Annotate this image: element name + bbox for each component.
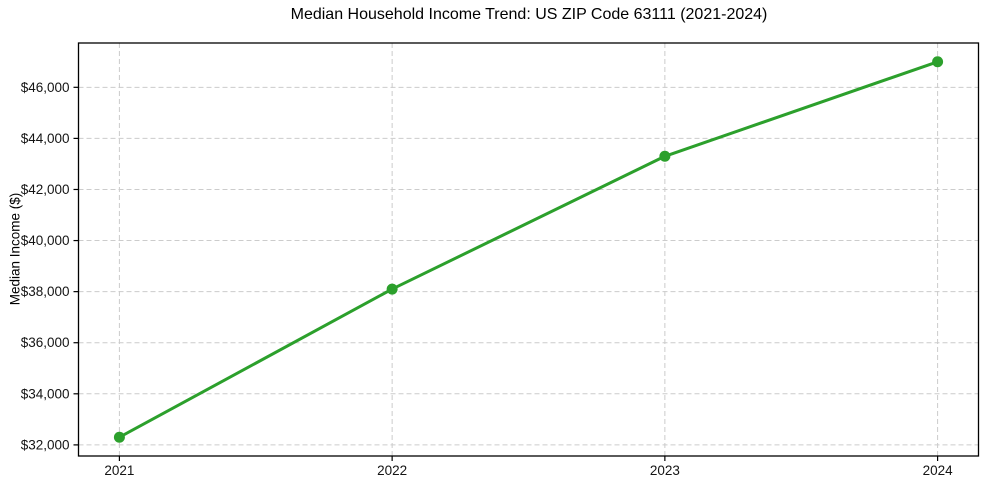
data-point-2021 [113,431,125,443]
y-tick-label: $42,000 [21,182,70,197]
data-point-2023 [659,150,671,162]
trend-line [117,60,940,439]
x-tick-label: 2023 [650,463,680,478]
data-point-2022 [386,283,398,295]
y-tick-label: $44,000 [21,131,70,146]
x-tick-label: 2024 [923,463,954,478]
y-tick-label: $32,000 [21,437,70,452]
plot-border [77,42,980,457]
chart-title: Median Household Income Trend: US ZIP Co… [290,6,768,23]
x-tick-label: 2022 [377,463,407,478]
data-point-2024 [932,56,944,68]
y-tick-label: $36,000 [21,335,70,350]
x-tick-label: 2021 [104,463,134,478]
y-tick-label: $40,000 [21,233,70,248]
y-tick-label: $38,000 [21,284,70,299]
y-tick-label: $46,000 [21,80,70,95]
y-tick-label: $34,000 [21,386,70,401]
